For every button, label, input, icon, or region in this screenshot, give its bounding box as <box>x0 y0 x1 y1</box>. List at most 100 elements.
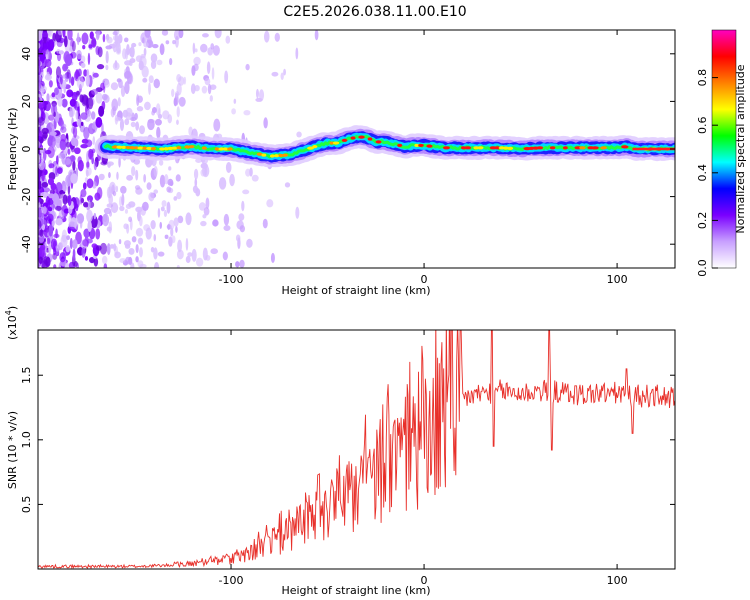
noise-blob <box>154 262 160 268</box>
noise-blob <box>129 61 133 67</box>
ridge-peak <box>278 153 284 158</box>
noise-blob <box>95 92 103 104</box>
noise-blob <box>38 198 42 203</box>
ridge-peak <box>201 146 207 150</box>
noise-blob <box>121 193 125 207</box>
noise-blob <box>192 42 196 55</box>
noise-blob <box>109 244 115 249</box>
noise-blob <box>56 167 63 175</box>
noise-blob <box>176 191 182 200</box>
ridge-peak <box>269 154 275 158</box>
noise-blob <box>78 115 81 128</box>
noise-blob <box>48 114 55 121</box>
noise-blob <box>47 30 52 36</box>
ridge-peak <box>329 141 335 145</box>
noise-blob <box>39 85 47 93</box>
noise-blob <box>135 206 143 213</box>
noise-blob <box>45 49 50 60</box>
noise-blob <box>176 106 180 118</box>
noise-blob <box>167 178 174 186</box>
y-tick-label: 0.5 <box>20 496 33 514</box>
noise-blob <box>108 221 113 234</box>
noise-blob <box>144 101 151 111</box>
noise-blob <box>103 262 108 268</box>
noise-blob <box>177 215 184 224</box>
noise-blob <box>95 245 102 251</box>
ridge-peak <box>494 146 501 150</box>
noise-blob <box>42 206 47 214</box>
noise-blob <box>101 255 108 265</box>
noise-blob <box>80 144 88 149</box>
ridge-peak <box>150 146 156 151</box>
noise-blob <box>200 43 208 53</box>
noise-blob <box>88 150 93 159</box>
noise-blob <box>193 56 201 66</box>
noise-blob <box>142 77 148 83</box>
noise-blob <box>105 45 113 50</box>
noise-blob <box>159 174 166 188</box>
noise-blob <box>47 199 54 206</box>
colorbar-tick-label: 0.0 <box>696 259 709 277</box>
noise-blob <box>161 200 167 207</box>
noise-blob <box>140 32 148 44</box>
noise-blob <box>89 31 94 40</box>
noise-blob <box>83 126 90 140</box>
noise-blob <box>124 70 131 79</box>
noise-blob <box>187 252 193 257</box>
noise-blob <box>95 30 101 39</box>
noise-blob <box>87 220 92 232</box>
ridge-peak <box>426 144 433 148</box>
noise-blob <box>58 50 65 55</box>
ridge-peak <box>307 146 315 150</box>
noise-blob <box>210 248 219 255</box>
ridge-peak <box>176 146 182 150</box>
noise-blob <box>55 205 62 211</box>
noise-blob <box>135 187 143 195</box>
noise-blob <box>91 89 98 96</box>
noise-blob <box>259 89 265 101</box>
noise-blob <box>173 97 178 107</box>
noise-blob <box>66 235 70 241</box>
ridge-peak <box>146 146 153 151</box>
noise-blob <box>87 52 91 66</box>
colorbar-tick-label: 0.8 <box>696 69 709 87</box>
noise-blob <box>112 62 120 71</box>
ridge-peak <box>350 136 356 140</box>
noise-blob <box>130 121 136 128</box>
noise-blob <box>177 239 183 253</box>
noise-blob <box>235 234 241 242</box>
noise-blob <box>48 224 54 237</box>
spectrogram-x-ticks: -100 0 100 <box>219 30 628 286</box>
colorbar-tick-label: 0.6 <box>696 116 709 134</box>
ridge-peak <box>442 146 450 150</box>
noise-blob <box>137 209 141 222</box>
y-tick-label: -40 <box>20 235 33 253</box>
snr-multiplier-base: (x10 <box>6 315 19 340</box>
noise-blob <box>242 189 250 195</box>
noise-blob <box>48 193 55 199</box>
snr-multiplier-close: ) <box>6 306 19 310</box>
noise-blob <box>80 62 86 69</box>
noise-blob <box>53 87 59 96</box>
noise-blob <box>82 44 86 50</box>
noise-blob <box>135 121 140 131</box>
noise-blob <box>202 33 209 38</box>
svg-text:(x104): (x104) <box>4 306 19 340</box>
noise-blob <box>83 69 88 77</box>
ridge-peak <box>282 153 288 157</box>
noise-blob <box>109 211 113 217</box>
noise-blob <box>128 216 133 223</box>
noise-blob <box>75 69 79 80</box>
noise-blob <box>106 243 111 256</box>
ridge-peak <box>222 147 230 151</box>
noise-blob <box>86 178 94 189</box>
spectrogram-noise <box>38 30 319 268</box>
noise-blob <box>117 33 123 44</box>
colorbar-gradient <box>712 30 736 268</box>
ridge-peak <box>507 146 514 150</box>
ridge-peak <box>341 138 348 142</box>
noise-blob <box>124 209 128 214</box>
noise-blob <box>185 212 192 226</box>
noise-blob <box>205 197 210 209</box>
noise-blob <box>223 225 231 232</box>
